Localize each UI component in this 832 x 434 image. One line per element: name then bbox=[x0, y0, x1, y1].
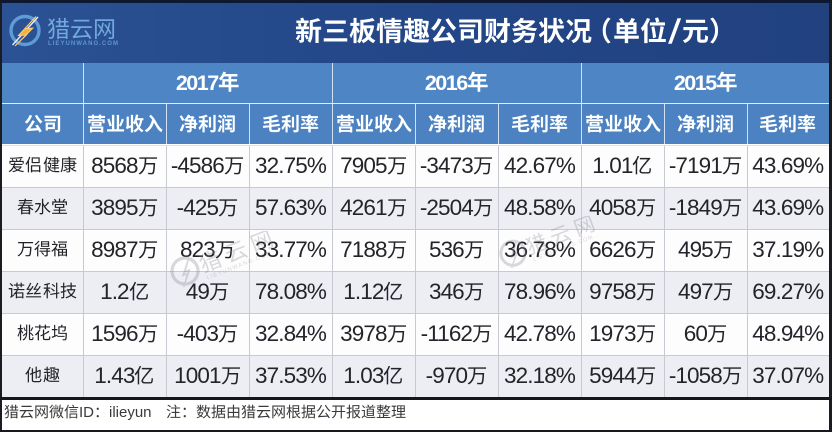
svg-text:LIEYUNWANG.COM: LIEYUNWANG.COM bbox=[206, 251, 273, 281]
svg-text:LIEYUNWANG.COM: LIEYUNWANG.COM bbox=[533, 234, 595, 263]
